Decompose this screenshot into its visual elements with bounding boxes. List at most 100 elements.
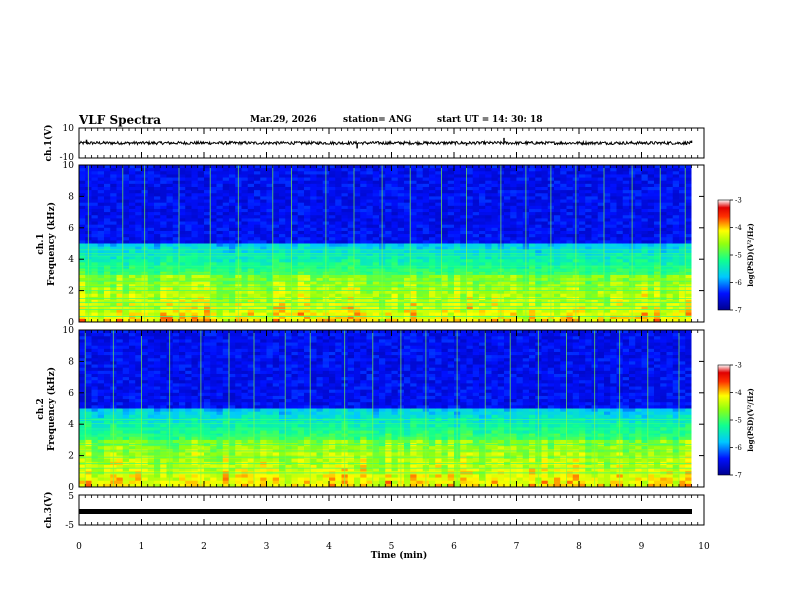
spectrogram-cell [335, 246, 342, 251]
spectrogram-cell [260, 230, 267, 235]
spectrogram-cell [129, 165, 136, 169]
spectrogram-cell [510, 196, 517, 200]
spectrogram-cell [297, 306, 305, 310]
spectrogram-cell [435, 306, 442, 310]
spectrogram-cell [579, 246, 586, 251]
spectrogram-cell [410, 240, 417, 244]
spectrogram-cell [679, 215, 686, 219]
spectrogram-cell [647, 234, 655, 238]
spectrogram-cell [172, 208, 180, 213]
spectrogram-cell [341, 234, 349, 238]
spectrogram-cell [247, 193, 255, 197]
spectrogram-cell [404, 274, 411, 279]
spectrogram-cell [679, 271, 686, 276]
spectrogram-cell [622, 306, 630, 310]
spectrogram-cell [672, 224, 680, 229]
spectrogram-cell [441, 265, 449, 270]
spectrogram-cell [410, 262, 417, 266]
spectrogram-cell [272, 284, 280, 288]
spectrogram-cell [166, 284, 174, 288]
spectrogram-cell [491, 165, 499, 169]
spectrogram-cell [566, 303, 574, 307]
spectrogram-cell [79, 265, 86, 270]
spectrogram-cell [516, 303, 524, 307]
spectrogram-cell [454, 196, 461, 200]
spectrogram-cell [622, 271, 630, 276]
spectrogram-cell [272, 168, 280, 172]
spectrogram-cell [316, 215, 324, 219]
spectrogram-cell [147, 271, 155, 276]
spectrogram-cell [441, 252, 449, 257]
spectrogram-cell [460, 183, 467, 188]
spectrogram-cell [254, 190, 261, 194]
spectrogram-cell [160, 271, 167, 276]
spectrogram-cell [372, 252, 380, 257]
spectrogram-cell [597, 199, 605, 204]
spectrogram-cell [516, 315, 524, 320]
spectrogram-cell [510, 218, 517, 222]
spectrogram-cell [641, 293, 649, 298]
spectrogram-cell [404, 168, 411, 172]
spectrogram-cell [179, 208, 186, 213]
spectrogram-cell [454, 227, 461, 232]
spectrogram-cell [422, 303, 430, 307]
spectrogram-cell [460, 249, 467, 254]
spectrogram-cell [641, 249, 649, 254]
spectrogram-cell [485, 215, 492, 219]
spectrogram-cell [479, 212, 486, 216]
spectrogram-cell [654, 265, 661, 270]
spectrogram-cell [535, 312, 542, 317]
spectrogram-cell [316, 199, 324, 204]
spectrogram-cell [347, 249, 355, 254]
spectrogram-cell [479, 312, 486, 317]
spectrogram-cell [179, 230, 186, 235]
spectrogram-cell [491, 230, 499, 235]
spectrogram-cell [360, 230, 367, 235]
spectrogram-cell [135, 281, 142, 285]
spectrogram-cell [316, 196, 324, 200]
spectrogram-cell [516, 230, 524, 235]
spectrogram-cell [641, 306, 649, 310]
spectrogram-cell [116, 205, 124, 210]
spectrogram-cell [491, 281, 499, 285]
spectrogram-cell [485, 312, 492, 317]
spectrogram-cell [397, 262, 405, 266]
spectrogram-cell [591, 262, 599, 266]
spectrogram-cell [404, 240, 411, 244]
spectrogram-cell [166, 227, 174, 232]
spectrogram-cell [616, 202, 624, 207]
spectrogram-cell [279, 202, 286, 207]
spectrogram-cell [435, 215, 442, 219]
spectrogram-cell [185, 168, 192, 172]
spectrogram-cell [304, 256, 311, 260]
spectrogram-cell [454, 177, 461, 182]
spectrogram-cell [416, 249, 424, 254]
spectrogram-cell [222, 234, 230, 238]
spectrogram-cell [454, 252, 461, 257]
spectrogram-cell [272, 278, 280, 282]
spectrogram-cell [185, 249, 192, 254]
spectrogram-cell [641, 168, 649, 172]
spectrogram-cell [247, 315, 255, 320]
spectrogram-cell [566, 180, 574, 185]
spectrogram-cell [510, 237, 517, 241]
spectrogram-cell [241, 196, 249, 200]
spectrogram-cell [591, 252, 599, 257]
spectrogram-cell [79, 202, 86, 207]
spectrogram-cell [635, 215, 642, 219]
spectrogram-cell [341, 196, 349, 200]
spectrogram-cell [622, 227, 630, 232]
spectrogram-cell [135, 180, 142, 185]
spectrogram-cell [397, 205, 405, 210]
spectrogram-cell [335, 165, 342, 169]
spectrogram-cell [435, 224, 442, 229]
spectrogram-cell [204, 281, 211, 285]
spectrogram-cell [622, 208, 630, 213]
spectrogram-cell [479, 290, 486, 295]
spectrogram-cell [147, 234, 155, 238]
spectrogram-cell [291, 278, 299, 282]
spectrogram-cell [335, 284, 342, 288]
spectrogram-cell [460, 243, 467, 248]
spectrogram-cell [329, 315, 336, 320]
spectrogram-cell [166, 174, 174, 178]
